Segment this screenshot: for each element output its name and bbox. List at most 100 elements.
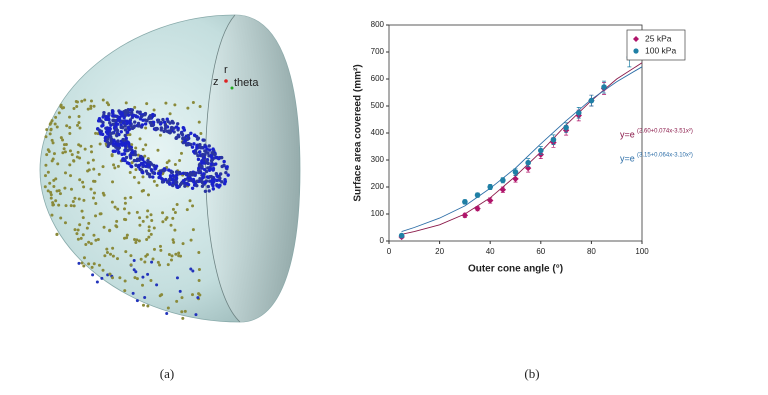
particle: [125, 130, 130, 134]
particle: [200, 159, 204, 163]
particle: [114, 127, 119, 132]
particle: [192, 142, 196, 146]
hemisphere-render: [39, 14, 301, 323]
particle: [101, 268, 105, 272]
particle: [80, 261, 84, 265]
particle: [119, 130, 123, 134]
particle: [110, 154, 114, 158]
particle: [207, 189, 211, 193]
particle: [158, 294, 162, 298]
particle: [127, 211, 131, 215]
particle: [62, 147, 66, 151]
particle: [186, 133, 191, 138]
particle: [190, 293, 194, 297]
particle: [53, 122, 57, 126]
particle: [180, 310, 184, 314]
particle: [175, 276, 179, 280]
particle: [195, 179, 199, 184]
particle: [82, 185, 86, 189]
particle: [120, 125, 125, 130]
particle: [181, 178, 186, 183]
particle: [186, 106, 190, 110]
particle: [170, 170, 175, 174]
marker: [500, 177, 506, 184]
marker: [512, 169, 519, 175]
particle: [151, 120, 156, 124]
particle: [48, 181, 52, 185]
particle: [78, 156, 82, 160]
particle: [134, 270, 138, 274]
particle: [171, 216, 175, 220]
particle: [134, 163, 138, 167]
particle: [102, 110, 106, 115]
particle: [133, 276, 137, 280]
particle: [156, 260, 160, 264]
particle: [105, 140, 110, 144]
particle: [173, 228, 177, 232]
hemisphere-cap: [205, 15, 300, 322]
particle: [89, 144, 93, 148]
particle: [189, 238, 193, 242]
particle: [197, 150, 202, 154]
particle: [97, 117, 102, 121]
particle: [138, 110, 142, 114]
particle: [181, 126, 186, 130]
particle: [133, 105, 137, 109]
particle: [98, 142, 102, 146]
particle: [133, 153, 138, 157]
particle: [54, 177, 58, 181]
particle: [205, 175, 210, 179]
particle: [123, 148, 127, 153]
particle: [129, 263, 133, 267]
particle: [147, 116, 151, 121]
particle: [94, 238, 98, 242]
particle: [127, 161, 131, 166]
x-tick-label: 40: [486, 247, 495, 256]
particle: [82, 256, 86, 260]
particle: [78, 223, 82, 227]
particle: [147, 225, 151, 229]
particle: [209, 158, 214, 163]
particle: [174, 252, 178, 256]
particle: [206, 184, 211, 189]
particle: [165, 216, 169, 220]
particle: [180, 296, 184, 300]
particle: [184, 143, 189, 147]
particle: [135, 299, 139, 303]
particle: [132, 175, 136, 179]
particle: [143, 122, 148, 126]
particle: [76, 150, 80, 154]
particle: [92, 262, 96, 266]
particle: [57, 189, 61, 193]
particle: [151, 112, 155, 117]
particle: [61, 138, 65, 142]
particle: [135, 110, 140, 114]
marker: [398, 232, 405, 239]
particle: [210, 179, 215, 183]
particle: [54, 115, 58, 119]
particle: [149, 279, 153, 283]
particle: [128, 154, 133, 158]
particle: [77, 143, 81, 147]
particle: [112, 138, 116, 143]
marker: [474, 192, 481, 198]
particle: [171, 238, 175, 242]
particle: [129, 164, 133, 168]
fit-equation: y=e: [620, 129, 635, 139]
particle: [104, 117, 108, 121]
particle: [177, 251, 181, 255]
particle: [183, 139, 187, 143]
particle: [160, 177, 164, 181]
particle: [126, 113, 131, 117]
particle: [152, 179, 156, 183]
particle: [93, 179, 97, 183]
particle: [134, 114, 138, 119]
particle: [116, 207, 120, 211]
particle: [219, 155, 224, 160]
particle: [77, 197, 81, 201]
particle: [85, 226, 89, 230]
particle: [122, 115, 126, 120]
particle: [196, 157, 201, 162]
particle: [143, 113, 147, 117]
particle: [105, 251, 109, 255]
